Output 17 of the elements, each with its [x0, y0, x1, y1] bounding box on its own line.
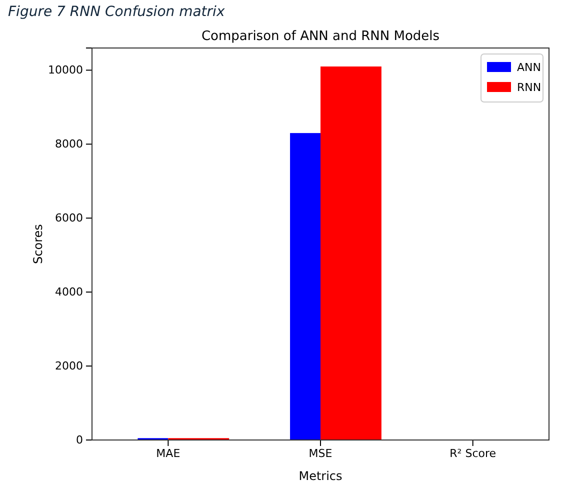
x-tick-label: R² Score [450, 446, 496, 460]
legend-label: ANN [517, 61, 541, 74]
legend-label: RNN [517, 81, 542, 94]
y-tick-label: 6000 [55, 212, 83, 225]
chart-title: Comparison of ANN and RNN Models [201, 29, 440, 44]
y-tick-label: 10000 [48, 64, 83, 77]
y-tick-label: 2000 [55, 360, 83, 373]
caption: Figure 7 RNN Confusion matrix [8, 4, 226, 20]
y-axis-title: Scores [31, 224, 45, 264]
x-axis-title: Metrics [298, 469, 342, 483]
y-tick-label: 4000 [55, 286, 83, 299]
x-tick-label: MSE [308, 446, 332, 460]
y-tick-label: 0 [76, 434, 83, 447]
bar [320, 66, 382, 440]
y-tick-label: 8000 [55, 138, 83, 151]
x-tick-label: MAE [156, 446, 180, 460]
bar [290, 133, 320, 440]
